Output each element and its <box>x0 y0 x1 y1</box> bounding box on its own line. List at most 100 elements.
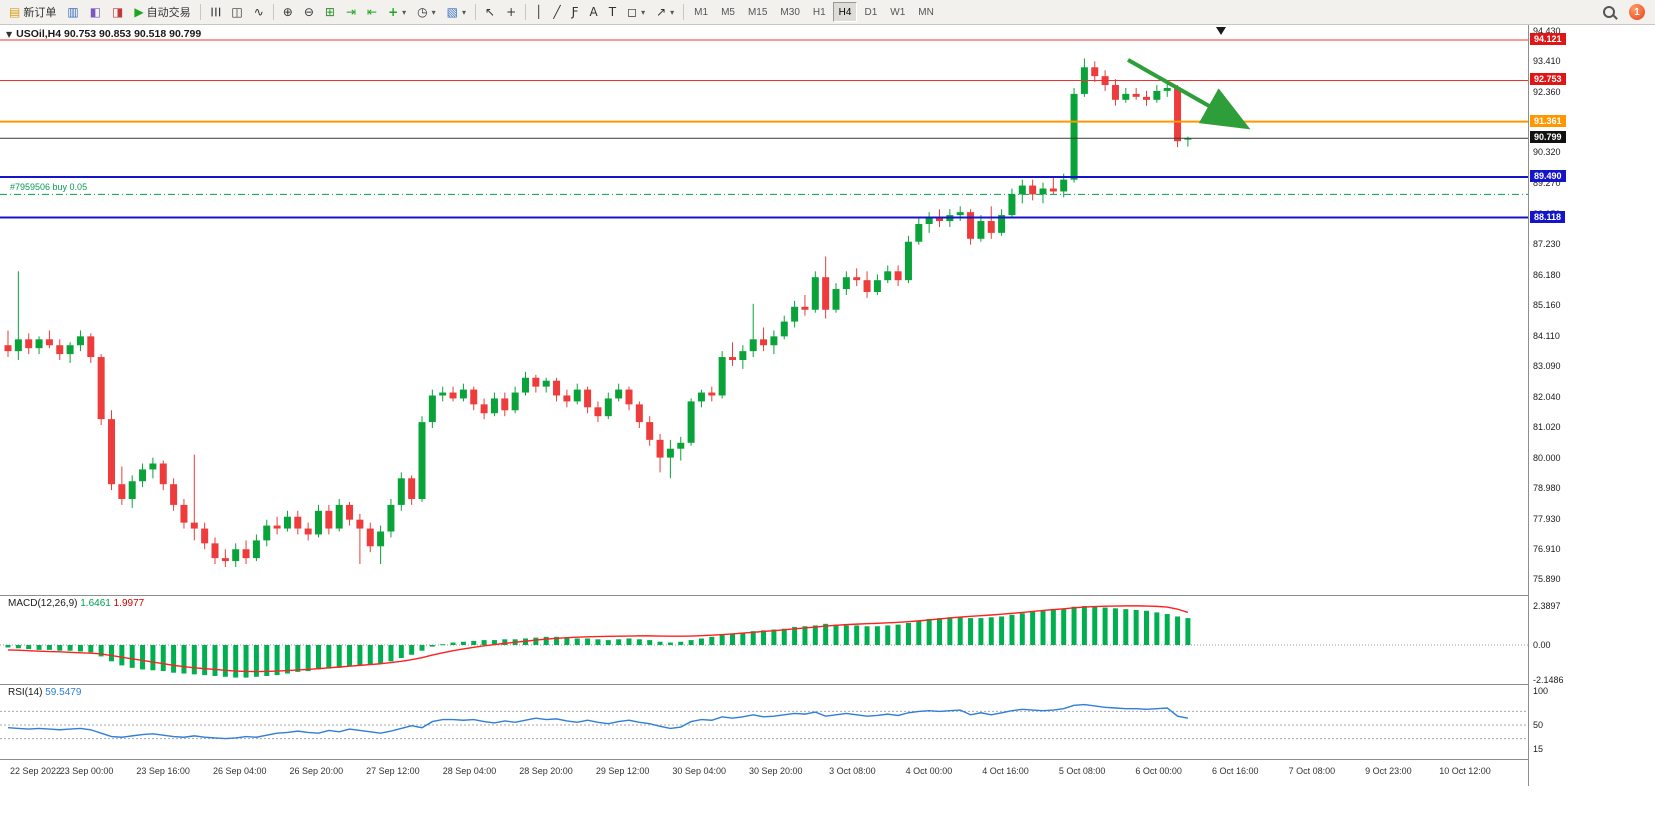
timeframe-m1[interactable]: M1 <box>694 6 709 18</box>
chart-shift-button[interactable]: ⇤ <box>362 1 382 23</box>
template-button[interactable]: ▧ ▾ <box>442 1 471 23</box>
template-icon: ▧ <box>446 5 459 19</box>
macd-histogram-bar <box>1175 616 1181 645</box>
search-button[interactable] <box>1598 1 1620 23</box>
vertical-line-button[interactable]: │ <box>530 1 547 23</box>
macd-histogram-bar <box>233 645 239 678</box>
macd-histogram-bar <box>678 641 684 645</box>
candle-body <box>25 339 33 349</box>
candle-body <box>1184 138 1192 140</box>
rsi-label: RSI(14) 59.5479 <box>8 687 81 698</box>
time-axis-label: 6 Oct 16:00 <box>1211 766 1259 776</box>
crosshair-button[interactable]: + <box>501 1 521 23</box>
macd-histogram-bar <box>1071 606 1077 645</box>
macd-histogram-bar <box>771 629 777 645</box>
timeframe-w1[interactable]: W1 <box>890 6 906 18</box>
price-tick: 87.230 <box>1533 238 1561 249</box>
time-axis-label: 6 Oct 00:00 <box>1135 766 1182 776</box>
macd-histogram-bar <box>160 645 166 672</box>
macd-histogram-bar <box>1164 614 1170 645</box>
auto-trading-button[interactable]: ▶ 自动交易 <box>129 1 195 23</box>
macd-histogram-bar <box>1061 609 1067 645</box>
line-chart-button[interactable]: ∿ <box>249 1 269 23</box>
bar-chart-button[interactable]: ☰ <box>205 1 226 23</box>
macd-histogram-bar <box>543 636 549 645</box>
candlestick-icon: ◫ <box>231 5 243 19</box>
trendline-icon: ╱ <box>553 5 561 19</box>
candle-body <box>604 398 612 417</box>
macd-signal-value: 1.9977 <box>113 598 145 609</box>
notification-badge[interactable]: 1 <box>1629 4 1645 20</box>
time-axis-label: 10 Oct 12:00 <box>1439 766 1491 776</box>
text-tool-button[interactable]: A <box>585 1 603 23</box>
price-badge: 92.753 <box>1530 73 1566 86</box>
timeframe-mn[interactable]: MN <box>918 6 934 18</box>
macd-histogram-bar <box>730 633 735 645</box>
macd-histogram-bar <box>26 645 32 650</box>
candle-body <box>863 280 871 293</box>
timeframe-m30[interactable]: M30 <box>780 6 800 18</box>
candlestick-button[interactable]: ◫ <box>226 1 247 23</box>
symbol-dropdown-icon[interactable]: ▼ <box>6 29 13 39</box>
candle-body <box>439 392 447 396</box>
chart-window-button[interactable]: ▥ <box>62 1 83 23</box>
time-axis-label: 30 Sep 20:00 <box>749 766 803 776</box>
price-chart-canvas[interactable] <box>0 25 1528 595</box>
grid-button[interactable]: ⊞ <box>320 1 340 23</box>
candle-body <box>1163 87 1171 91</box>
candle-body <box>87 336 95 358</box>
candle-body <box>666 448 674 458</box>
profiles-button[interactable]: ◧ <box>85 1 106 23</box>
macd-histogram-bar <box>326 645 332 669</box>
timeframe-m15[interactable]: M15 <box>747 6 768 18</box>
price-axis[interactable]: 94.43093.41092.36091.34090.32089.27088.2… <box>1528 25 1655 786</box>
rsi-scale-tick: 15 <box>1533 743 1544 754</box>
arrows-tool-button[interactable]: ↗ ▾ <box>651 1 679 23</box>
period-button[interactable]: ◷ ▾ <box>412 1 441 23</box>
time-axis-label: 5 Oct 08:00 <box>1058 766 1106 776</box>
candle-body <box>242 549 250 559</box>
time-axis[interactable]: 22 Sep 2022 23 Sep 00:00 23 Sep 16:00 26 Se… <box>0 760 1528 786</box>
trendline-button[interactable]: ╱ <box>548 1 565 23</box>
rsi-panel-canvas[interactable] <box>0 685 1528 759</box>
price-tick: 89.270 <box>1533 178 1561 189</box>
price-tick: 84.110 <box>1533 331 1560 342</box>
trend-arrow[interactable] <box>1127 58 1251 130</box>
macd-histogram-bar <box>585 638 591 645</box>
zoom-in-button[interactable]: ⊕ <box>278 1 298 23</box>
add-indicator-button[interactable]: + ▾ <box>383 1 411 23</box>
macd-histogram-bar <box>1123 609 1129 645</box>
macd-histogram-bar <box>502 639 508 645</box>
candle-body <box>853 277 861 281</box>
candle-body <box>708 392 716 396</box>
macd-histogram-bar <box>657 641 663 645</box>
timeframe-d1[interactable]: D1 <box>864 6 878 18</box>
fibonacci-button[interactable]: Ƒ <box>567 1 584 23</box>
cursor-button[interactable]: ↖ <box>480 1 500 23</box>
history-icon: ◨ <box>112 5 124 19</box>
new-order-button[interactable]: ▤ 新订单 <box>4 1 61 23</box>
timeframe-h1[interactable]: H1 <box>812 6 826 18</box>
timeframe-h4[interactable]: H4 <box>832 2 858 22</box>
time-axis-label: 23 Sep 00:00 <box>59 766 114 776</box>
macd-histogram-bar <box>181 645 187 674</box>
candle-body <box>232 549 240 562</box>
auto-scroll-button[interactable]: ⇥ <box>341 1 361 23</box>
price-badge: 88.118 <box>1530 210 1566 223</box>
zoom-out-button[interactable]: ⊖ <box>299 1 319 23</box>
text-label-button[interactable]: T <box>604 1 621 23</box>
candle-body <box>894 271 902 281</box>
candle-body <box>1008 194 1016 216</box>
timeframe-m5[interactable]: M5 <box>721 6 735 18</box>
macd-histogram-bar <box>243 645 249 678</box>
time-axis-label: 23 Sep 16:00 <box>136 766 190 776</box>
panel-separator[interactable] <box>0 595 1655 596</box>
history-button[interactable]: ◨ <box>107 1 128 23</box>
candle-body <box>532 377 540 387</box>
shapes-button[interactable]: ◻ ▾ <box>622 1 650 23</box>
panel-separator[interactable] <box>0 684 1655 685</box>
arrows-tool-icon: ↗ <box>656 5 667 19</box>
macd-panel-canvas[interactable] <box>0 596 1528 684</box>
macd-histogram-bar <box>968 618 974 645</box>
candle-body <box>904 241 912 281</box>
